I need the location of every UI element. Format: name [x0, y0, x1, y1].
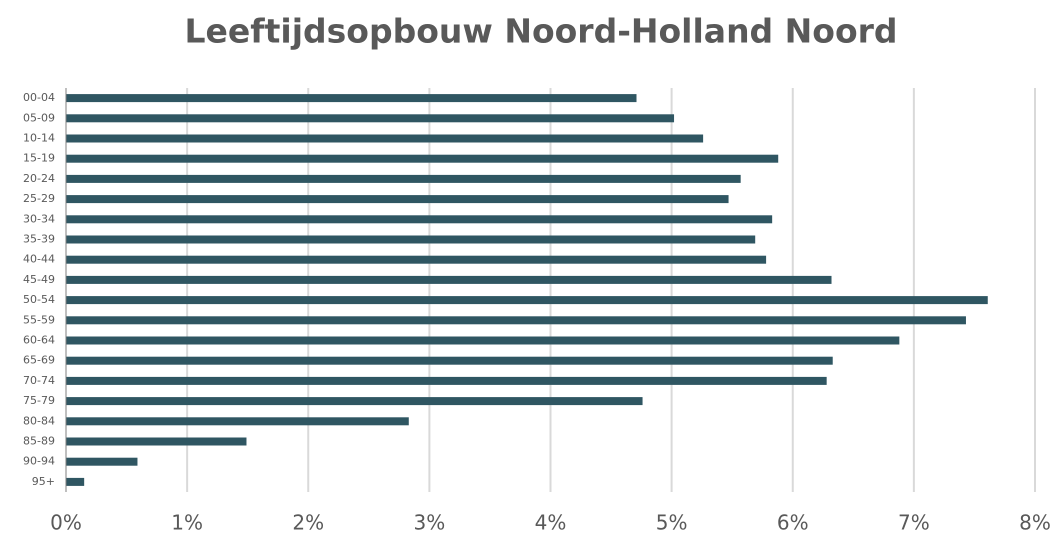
y-tick-label: 05-09: [23, 111, 55, 124]
x-tick-label: 6%: [777, 511, 809, 535]
y-tick-label: 95+: [32, 475, 55, 488]
bar: [66, 437, 247, 446]
bar: [66, 477, 85, 486]
bar: [66, 356, 833, 365]
bar: [66, 376, 827, 385]
y-tick-label: 20-24: [23, 172, 55, 185]
x-tick-label: 3%: [414, 511, 446, 535]
y-tick-label: 10-14: [23, 132, 55, 145]
bar: [66, 457, 138, 466]
y-tick-label: 90-94: [23, 455, 55, 468]
bar: [66, 235, 756, 244]
x-tick-label: 0%: [50, 511, 82, 535]
x-tick-label: 1%: [171, 511, 203, 535]
bar: [66, 255, 767, 264]
y-tick-label: 00-04: [23, 91, 55, 104]
bar: [66, 114, 675, 123]
bar: [66, 397, 643, 406]
y-tick-label: 25-29: [23, 192, 55, 205]
y-tick-label: 40-44: [23, 253, 55, 266]
bar: [66, 316, 966, 325]
chart-title: Leeftijdsopbouw Noord-Holland Noord: [184, 12, 897, 51]
x-tick-label: 7%: [898, 511, 930, 535]
bar: [66, 134, 704, 143]
x-tick-label: 8%: [1019, 511, 1051, 535]
x-tick-label: 4%: [535, 511, 567, 535]
y-tick-label: 30-34: [23, 212, 55, 225]
bar: [66, 417, 409, 426]
y-tick-label: 45-49: [23, 273, 55, 286]
y-tick-label: 55-59: [23, 313, 55, 326]
bar: [66, 275, 832, 284]
y-tick-label: 50-54: [23, 293, 55, 306]
bar: [66, 336, 900, 345]
y-tick-label: 80-84: [23, 414, 55, 427]
bar: [66, 195, 729, 204]
x-tick-label: 2%: [292, 511, 324, 535]
bar: [66, 215, 773, 224]
y-tick-label: 65-69: [23, 354, 55, 367]
y-tick-label: 85-89: [23, 435, 55, 448]
y-tick-label: 35-39: [23, 233, 55, 246]
x-tick-label: 5%: [656, 511, 688, 535]
y-tick-label: 60-64: [23, 334, 55, 347]
bar: [66, 296, 988, 305]
y-tick-label: 15-19: [23, 152, 55, 165]
bar: [66, 94, 637, 103]
bar: [66, 174, 741, 183]
y-tick-label: 70-74: [23, 374, 55, 387]
y-tick-label: 75-79: [23, 394, 55, 407]
bar: [66, 154, 779, 163]
